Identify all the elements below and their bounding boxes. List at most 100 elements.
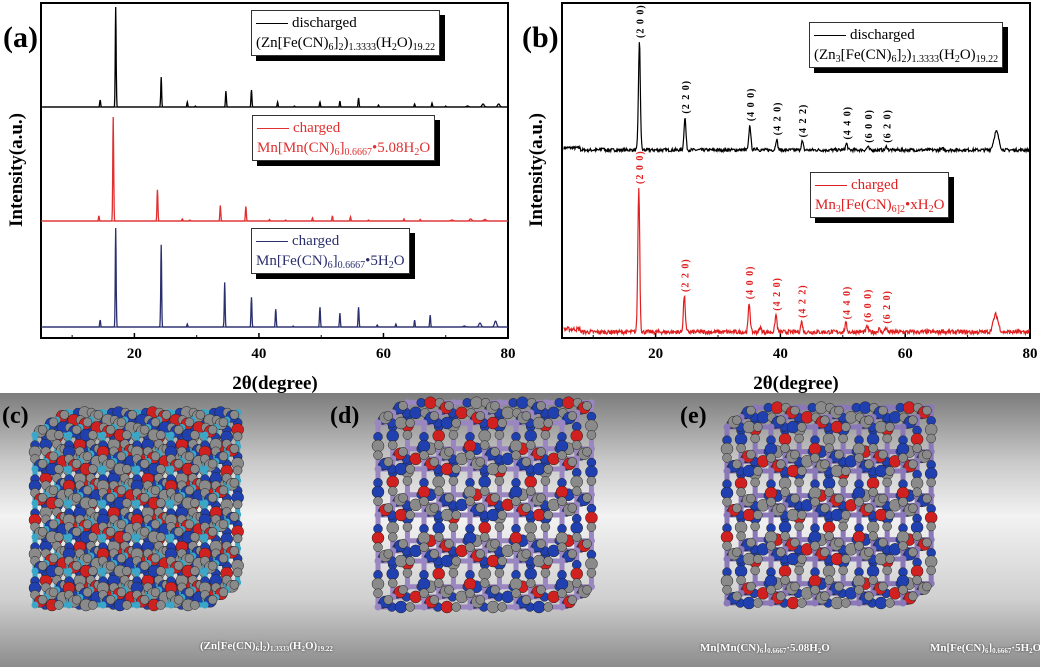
atom: [207, 493, 218, 503]
atom: [394, 508, 408, 522]
atom: [440, 508, 454, 522]
atom: [173, 527, 184, 537]
atom: [536, 493, 546, 503]
atom: [486, 554, 500, 568]
metal-node: [899, 511, 907, 519]
atom: [536, 401, 546, 411]
atom: [750, 477, 760, 488]
atom: [882, 433, 892, 444]
plot-frame: [40, 2, 509, 339]
metal-node: [466, 419, 474, 427]
atom: [402, 430, 413, 440]
atom: [455, 406, 468, 420]
atom: [405, 510, 415, 520]
atom: [571, 486, 582, 496]
atom: [371, 531, 385, 545]
formula-text: Mn[Mn(CN): [257, 140, 335, 156]
atom: [570, 475, 583, 489]
hkl-annotation: (2 2 0): [680, 258, 691, 292]
atom: [557, 588, 567, 598]
atom: [885, 466, 895, 476]
atom: [585, 465, 598, 479]
atom: [229, 478, 240, 488]
atom: [448, 568, 459, 578]
atom: [88, 464, 98, 474]
atom: [54, 532, 64, 542]
formula-text: ]: [259, 640, 263, 652]
atom: [776, 503, 786, 513]
formula-text: (H: [939, 47, 955, 63]
atom: [555, 577, 569, 591]
atom: [838, 521, 848, 532]
atom: [383, 411, 394, 421]
atom: [82, 587, 93, 598]
atom: [479, 440, 490, 450]
atom: [878, 449, 888, 460]
metal-node: [466, 557, 474, 565]
atom: [746, 537, 756, 548]
legend-box: discharged (Zn3[Fe(CN)6]2)1.3333(H2O)19.2…: [809, 22, 1004, 68]
atom: [824, 487, 834, 497]
atom: [898, 453, 908, 463]
atom: [150, 417, 161, 428]
metal-node: [133, 499, 141, 507]
hkl-annotation: (6 2 0): [882, 109, 893, 143]
atom: [156, 532, 166, 542]
formula-subscript: 2: [414, 147, 420, 158]
atom: [405, 418, 415, 428]
atom: [585, 419, 598, 433]
atom: [509, 577, 523, 591]
formula-text: Mn: [815, 197, 836, 213]
atom: [190, 566, 200, 576]
metal-node: [512, 511, 520, 519]
atom: [54, 430, 64, 440]
atom: [834, 405, 844, 416]
atom: [444, 585, 454, 595]
formula-subscript: 2: [388, 260, 394, 271]
atom: [398, 401, 408, 411]
hkl-annotation: (2 0 0): [635, 4, 646, 38]
atom: [790, 449, 800, 460]
atom: [37, 493, 48, 503]
atom: [922, 581, 932, 592]
legend-box: charged Mn[Fe(CN)6]0.6667•5H2O: [251, 228, 410, 274]
atom: [555, 485, 569, 499]
atom: [440, 600, 454, 614]
metal-node: [855, 511, 863, 519]
atom: [122, 498, 132, 508]
atom: [486, 600, 500, 614]
atom: [48, 553, 59, 564]
formula-text: ]: [332, 253, 338, 269]
legend-line-swatch: [256, 23, 288, 25]
atom: [218, 417, 229, 428]
atom: [190, 532, 200, 542]
metal-node: [31, 431, 39, 439]
metal-node: [723, 555, 731, 563]
metal-node: [420, 511, 428, 519]
formula-subscript: 2: [954, 54, 960, 65]
atom: [753, 554, 763, 564]
atom: [207, 561, 218, 571]
atom: [139, 425, 150, 435]
atom: [71, 527, 82, 537]
metal-node: [65, 431, 73, 439]
atom: [543, 510, 553, 520]
atom: [732, 415, 742, 425]
atom: [878, 493, 888, 504]
metal-node: [811, 511, 819, 519]
formula-subscript: 6: [759, 647, 764, 655]
panel-b-ylabel: Intensity(a.u.): [526, 113, 547, 227]
formula-subscript: 6: [328, 42, 334, 53]
formula-subscript: 0.6667: [767, 647, 787, 655]
atom: [736, 531, 746, 541]
atom: [525, 532, 536, 542]
hkl-annotation: (4 0 0): [745, 266, 756, 300]
atom: [105, 459, 116, 469]
atom: [521, 503, 532, 513]
atom: [371, 577, 385, 591]
atom: [105, 561, 116, 571]
atom: [122, 430, 132, 440]
metal-node: [31, 499, 39, 507]
atom: [37, 595, 48, 605]
atom: [790, 581, 800, 592]
